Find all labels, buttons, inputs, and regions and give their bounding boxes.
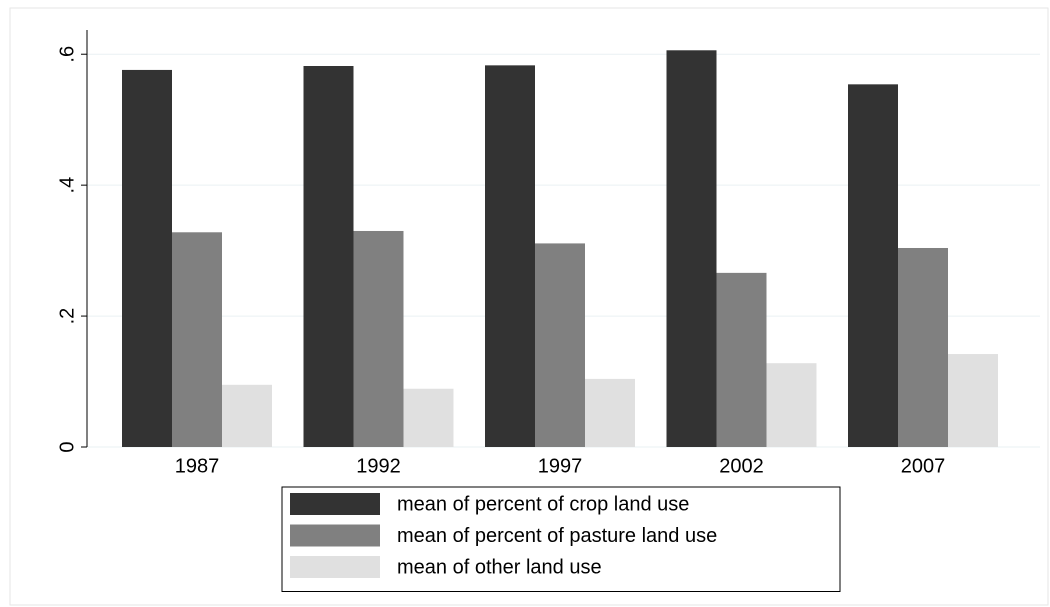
x-tick-label: 1997 bbox=[538, 455, 583, 477]
bar bbox=[303, 66, 354, 448]
legend-label: mean of percent of crop land use bbox=[397, 493, 689, 515]
bar bbox=[898, 247, 948, 447]
y-tick-label: .2 bbox=[56, 308, 78, 325]
x-tick-label: 2002 bbox=[719, 455, 764, 477]
bar bbox=[172, 232, 222, 447]
bar bbox=[403, 388, 454, 447]
y-tick-label: .6 bbox=[56, 46, 78, 63]
x-tick-label: 2007 bbox=[901, 455, 946, 477]
bar bbox=[122, 69, 172, 447]
bar bbox=[666, 50, 717, 447]
x-tick-label: 1987 bbox=[175, 455, 220, 477]
y-tick-label: 0 bbox=[56, 441, 78, 452]
bar bbox=[222, 384, 272, 447]
legend-swatch bbox=[290, 556, 380, 578]
bar bbox=[485, 65, 535, 448]
bar bbox=[535, 243, 585, 447]
legend-swatch bbox=[290, 524, 380, 547]
bar bbox=[353, 230, 404, 447]
y-tick-label: .4 bbox=[56, 177, 78, 194]
bar bbox=[766, 363, 817, 447]
bar bbox=[585, 378, 635, 447]
x-tick-label: 1992 bbox=[356, 455, 401, 477]
bar bbox=[848, 84, 898, 447]
legend-label: mean of percent of pasture land use bbox=[397, 525, 717, 547]
bar bbox=[948, 354, 998, 447]
legend-label: mean of other land use bbox=[397, 556, 602, 578]
bar bbox=[716, 272, 767, 447]
legend-swatch bbox=[290, 493, 380, 515]
